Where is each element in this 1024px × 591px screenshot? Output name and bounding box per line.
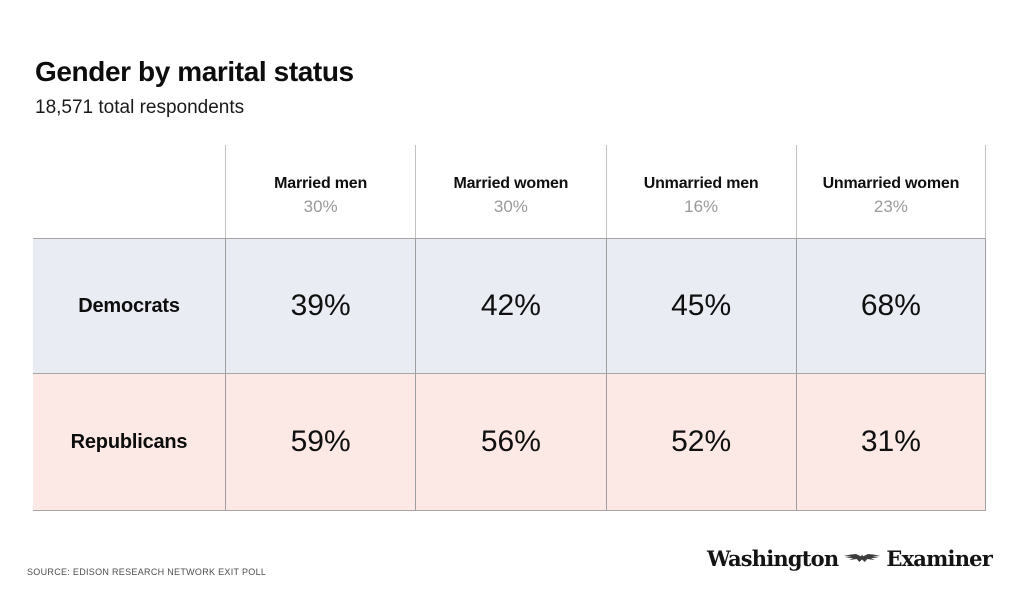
column-header-unmarried-women: Unmarried women 23% — [795, 145, 986, 238]
column-header-married-men: Married men 30% — [225, 145, 415, 238]
column-share: 23% — [873, 196, 908, 216]
column-label: Married women — [453, 174, 569, 192]
column-header-married-women: Married women 30% — [415, 145, 605, 238]
source-credit: SOURCE: EDISON RESEARCH NETWORK EXIT POL… — [27, 567, 267, 577]
row-label-democrats: Democrats — [78, 294, 180, 317]
value-cell-republicans-married-women: 56% — [415, 374, 605, 510]
column-label: Unmarried men — [643, 174, 759, 192]
brand-text-examiner: Examiner — [886, 546, 992, 571]
column-share: 30% — [493, 196, 528, 216]
value-cell-democrats-married-men: 39% — [225, 239, 415, 373]
table-corner-cell — [33, 145, 225, 238]
value-cell-democrats-married-women: 42% — [415, 239, 605, 373]
table-header-row: Married men 30% Married women 30% Unmarr… — [33, 145, 986, 238]
column-header-unmarried-men: Unmarried men 16% — [605, 145, 796, 238]
table-row-republicans: Republicans 59% 56% 52% 31% — [33, 373, 986, 511]
gender-marital-status-table: Married men 30% Married women 30% Unmarr… — [33, 145, 986, 511]
page-title: Gender by marital status — [35, 56, 354, 87]
value-cell-republicans-unmarried-women: 31% — [795, 374, 986, 510]
column-label: Married men — [274, 174, 368, 192]
value-cell-republicans-married-men: 59% — [225, 374, 415, 510]
value-cell-democrats-unmarried-women: 68% — [795, 239, 986, 373]
row-label-republicans: Republicans — [70, 430, 188, 453]
column-label: Unmarried women — [822, 174, 960, 192]
eagle-icon — [844, 553, 881, 562]
table-row-democrats: Democrats 39% 42% 45% 68% — [33, 238, 986, 373]
column-share: 30% — [303, 196, 338, 216]
value-cell-republicans-unmarried-men: 52% — [605, 374, 796, 510]
brand-text-washington: Washington — [707, 546, 839, 571]
page-subtitle: 18,571 total respondents — [35, 97, 245, 118]
washington-examiner-logo: Washington Examiner — [707, 546, 993, 571]
column-share: 16% — [684, 196, 719, 216]
value-cell-democrats-unmarried-men: 45% — [605, 239, 796, 373]
